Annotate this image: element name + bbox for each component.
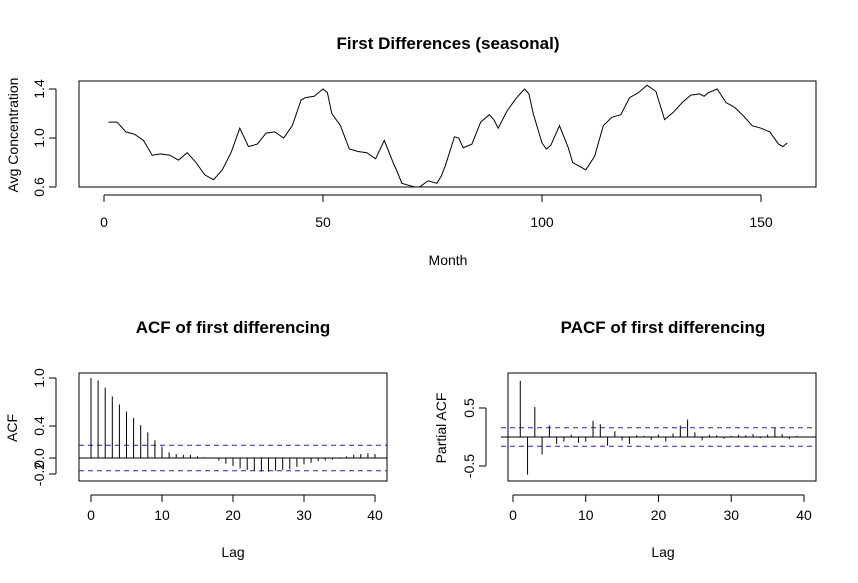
x-tick-label: 30	[296, 507, 312, 523]
x-tick-label: 0	[100, 214, 108, 230]
x-axis-label: Lag	[651, 544, 674, 560]
y-axis-label: Avg Concentration	[5, 78, 21, 193]
x-axis-label: Lag	[221, 544, 244, 560]
x-tick-label: 20	[651, 507, 667, 523]
x-tick-label: 50	[315, 214, 331, 230]
chart-title: PACF of first differencing	[561, 318, 766, 337]
x-tick-label: 20	[225, 507, 241, 523]
plot-box	[507, 372, 817, 482]
x-tick-label: 0	[87, 507, 95, 523]
pacf-panel: PACF of first differencing Lag Partial A…	[433, 318, 817, 560]
chart-title: First Differences (seasonal)	[337, 34, 560, 53]
y-tick-label: -0.5	[461, 454, 477, 478]
y-axis-label: ACF	[4, 414, 20, 442]
y-tick-label: 1.0	[31, 128, 47, 148]
acf-panel: ACF of first differencing Lag ACF 0 10 20 3…	[4, 318, 388, 560]
y-tick-label: 1.0	[31, 368, 47, 388]
plot-box	[78, 372, 388, 482]
y-tick-label: -0.2	[31, 462, 47, 486]
y-tick-label: 0.0	[31, 448, 47, 468]
y-tick-label: 0.5	[461, 398, 477, 418]
chart-title: ACF of first differencing	[136, 318, 331, 337]
x-tick-label: 10	[154, 507, 170, 523]
y-axis-label: Partial ACF	[433, 393, 449, 464]
x-tick-label: 40	[796, 507, 812, 523]
series-line	[108, 84, 788, 188]
x-tick-label: 0	[509, 507, 517, 523]
x-tick-label: 30	[723, 507, 739, 523]
y-tick-label: 0.6	[31, 177, 47, 197]
x-tick-label: 40	[367, 507, 383, 523]
x-axis-label: Month	[429, 252, 468, 268]
x-tick-label: 10	[578, 507, 594, 523]
x-tick-label: 100	[530, 214, 554, 230]
y-tick-label: 1.4	[31, 79, 47, 99]
time-series-panel: First Differences (seasonal) Month Avg C…	[5, 34, 817, 268]
y-tick-label: 0.4	[31, 416, 47, 436]
plot-box	[78, 80, 817, 188]
x-tick-label: 150	[749, 214, 773, 230]
